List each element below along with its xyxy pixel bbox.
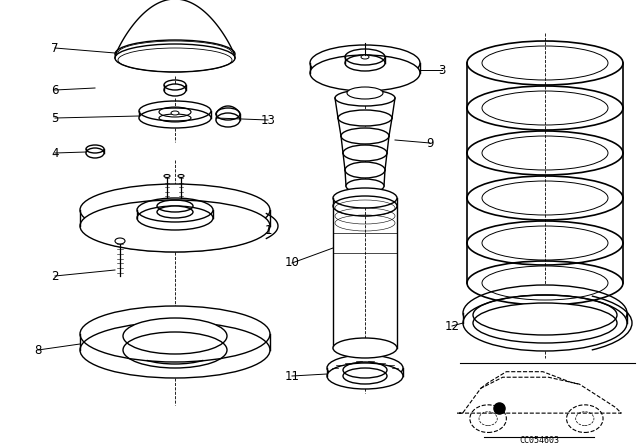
Ellipse shape: [345, 55, 385, 71]
Ellipse shape: [115, 44, 235, 72]
Ellipse shape: [463, 285, 627, 341]
Ellipse shape: [327, 355, 403, 381]
Ellipse shape: [178, 175, 184, 177]
Ellipse shape: [115, 238, 125, 244]
Ellipse shape: [346, 179, 384, 193]
Text: 5: 5: [51, 112, 59, 125]
Text: 8: 8: [35, 344, 42, 357]
Ellipse shape: [463, 295, 627, 351]
Text: 9: 9: [426, 137, 434, 150]
Ellipse shape: [157, 206, 193, 218]
Ellipse shape: [164, 175, 170, 177]
Ellipse shape: [343, 368, 387, 384]
Ellipse shape: [137, 206, 213, 230]
Ellipse shape: [118, 41, 232, 65]
Ellipse shape: [123, 318, 227, 354]
Ellipse shape: [171, 111, 179, 115]
Ellipse shape: [333, 188, 397, 208]
Text: 10: 10: [285, 257, 300, 270]
Text: 13: 13: [260, 113, 275, 126]
Ellipse shape: [361, 55, 369, 59]
Text: 3: 3: [438, 64, 445, 77]
Ellipse shape: [341, 128, 389, 144]
Ellipse shape: [216, 113, 240, 127]
Text: 2: 2: [51, 270, 59, 283]
Ellipse shape: [327, 363, 403, 389]
Ellipse shape: [473, 303, 617, 343]
Ellipse shape: [333, 338, 397, 358]
Text: 6: 6: [51, 83, 59, 96]
Ellipse shape: [80, 184, 270, 236]
Ellipse shape: [80, 306, 270, 362]
Ellipse shape: [164, 84, 186, 96]
Ellipse shape: [115, 40, 235, 68]
Text: CC054603: CC054603: [519, 436, 559, 445]
Ellipse shape: [335, 90, 395, 106]
Text: 11: 11: [285, 370, 300, 383]
Ellipse shape: [338, 110, 392, 126]
Ellipse shape: [310, 45, 420, 81]
Ellipse shape: [347, 87, 383, 99]
Ellipse shape: [139, 108, 211, 128]
Ellipse shape: [345, 162, 385, 178]
Text: 1: 1: [264, 224, 272, 237]
Ellipse shape: [80, 200, 270, 252]
Text: 12: 12: [445, 319, 460, 332]
Ellipse shape: [86, 148, 104, 158]
Ellipse shape: [310, 55, 420, 91]
Text: 7: 7: [51, 42, 59, 55]
Ellipse shape: [343, 145, 387, 161]
Text: 4: 4: [51, 146, 59, 159]
